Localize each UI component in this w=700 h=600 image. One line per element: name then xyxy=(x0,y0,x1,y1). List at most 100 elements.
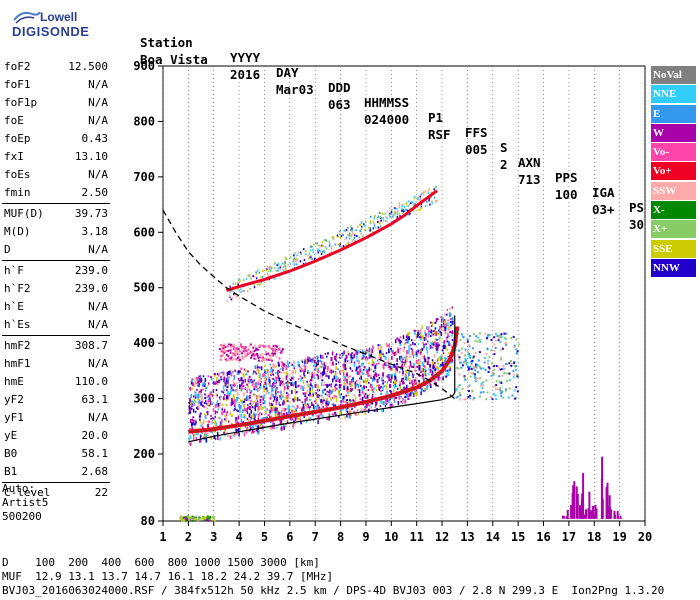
footer-distance-row: D 100 200 400 600 800 1000 1500 3000 [km… xyxy=(2,556,320,569)
echo-point xyxy=(424,368,427,371)
echo-point xyxy=(311,258,313,260)
echo-point xyxy=(294,252,296,255)
echo-point xyxy=(395,341,397,344)
echo-point xyxy=(417,359,420,362)
x-tick-label: 7 xyxy=(312,530,319,544)
echo-point xyxy=(268,377,270,380)
echo-point xyxy=(312,392,314,397)
echo-point xyxy=(306,371,309,374)
echo-point xyxy=(216,425,218,428)
echo-point xyxy=(303,391,306,394)
echo-point xyxy=(192,434,195,437)
param-value: N/A xyxy=(88,168,108,181)
echo-point xyxy=(188,517,191,519)
echo-point xyxy=(307,254,309,257)
echo-point xyxy=(493,385,496,388)
echo-point xyxy=(317,420,319,425)
echo-point xyxy=(331,403,334,406)
echo-point xyxy=(363,391,365,396)
header-label: P1 xyxy=(428,110,444,125)
echo-point xyxy=(226,300,228,303)
echo-point xyxy=(346,408,348,413)
echo-point xyxy=(381,386,384,391)
echo-point xyxy=(400,340,403,343)
echo-point xyxy=(427,189,430,192)
echo-point xyxy=(302,368,304,371)
header-value: 03+ xyxy=(592,202,615,217)
echo-point xyxy=(373,387,376,390)
x-tick-label: 3 xyxy=(210,530,217,544)
echo-point xyxy=(395,338,397,343)
echo-point xyxy=(426,349,429,354)
echo-point xyxy=(254,393,256,396)
echo-point xyxy=(490,339,493,341)
header-label: DDD xyxy=(328,80,351,95)
echo-point xyxy=(381,364,384,369)
echo-point xyxy=(282,367,284,372)
echo-point xyxy=(279,377,281,380)
echo-point xyxy=(434,327,437,330)
echo-point xyxy=(432,379,435,382)
echo-point xyxy=(498,375,501,378)
echo-point xyxy=(281,395,284,398)
echo-point xyxy=(316,362,318,367)
echo-point xyxy=(356,225,359,228)
echo-point xyxy=(361,387,364,392)
echo-point xyxy=(241,430,244,433)
echo-point xyxy=(271,393,274,396)
echo-point xyxy=(272,406,275,411)
echo-point xyxy=(227,371,230,375)
echo-point xyxy=(204,414,207,419)
echo-point xyxy=(487,359,490,362)
echo-point xyxy=(416,391,419,396)
echo-point xyxy=(264,359,266,362)
echo-point xyxy=(254,353,256,356)
echo-point xyxy=(480,385,483,387)
echo-point xyxy=(486,348,489,351)
echo-point xyxy=(282,266,285,269)
echo-point xyxy=(360,232,362,235)
echo-point xyxy=(303,364,305,367)
echo-point xyxy=(257,413,260,418)
echo-point xyxy=(217,402,220,407)
echo-point xyxy=(310,358,313,361)
echo-point xyxy=(510,337,513,340)
echo-point xyxy=(303,259,306,261)
echo-point xyxy=(411,350,414,353)
echo-point xyxy=(254,405,257,408)
echo-point xyxy=(454,389,457,392)
header-label: YYYY xyxy=(230,50,261,65)
echo-point xyxy=(512,335,515,338)
echo-point xyxy=(389,212,391,215)
echo-point xyxy=(497,388,499,391)
echo-point xyxy=(378,387,381,392)
echo-point xyxy=(195,427,197,430)
echo-point xyxy=(303,374,306,377)
echo-point xyxy=(330,398,332,401)
echo-point xyxy=(343,350,345,355)
echo-point xyxy=(205,432,208,435)
echo-point xyxy=(240,367,243,370)
echo-point xyxy=(379,220,381,223)
echo-point xyxy=(202,383,204,388)
echo-point xyxy=(386,391,389,395)
param-label: hmF1 xyxy=(4,357,31,370)
echo-point xyxy=(290,417,293,421)
echo-point xyxy=(308,394,310,396)
echo-point xyxy=(207,402,209,405)
echo-point xyxy=(349,362,351,365)
echo-point xyxy=(421,348,424,350)
echo-point xyxy=(288,381,290,384)
echo-point xyxy=(348,413,351,416)
echo-point xyxy=(221,408,223,411)
echo-point xyxy=(238,409,241,412)
echo-point xyxy=(418,365,421,369)
echo-point xyxy=(259,412,261,414)
echo-point xyxy=(398,206,400,209)
echo-point xyxy=(199,393,202,395)
echo-point xyxy=(271,388,273,393)
echo-point xyxy=(281,425,283,428)
echo-point xyxy=(337,361,340,364)
echo-point xyxy=(413,195,415,198)
echo-point xyxy=(281,412,283,417)
